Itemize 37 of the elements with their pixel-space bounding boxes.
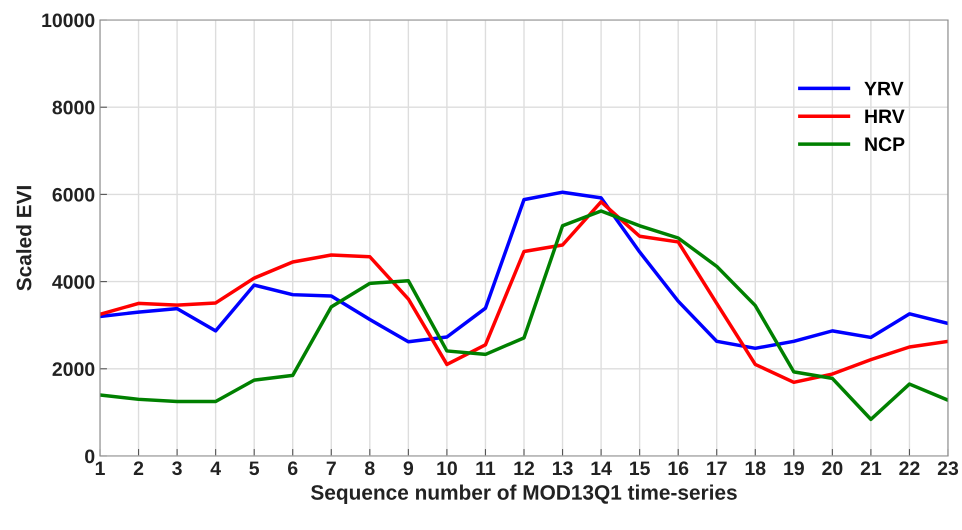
x-tick-label: 22 <box>899 461 920 475</box>
legend-label: NCP <box>865 137 904 152</box>
y-tick-label: 6000 <box>52 188 94 202</box>
y-tick-label: 2000 <box>52 362 94 376</box>
x-tick-label: 10 <box>437 461 457 476</box>
x-tick-label: 23 <box>938 461 958 476</box>
y-tick-label: 8000 <box>52 100 94 114</box>
y-tick-label: 0 <box>85 449 94 464</box>
x-tick-label: 13 <box>552 461 573 476</box>
legend-label: HRV <box>865 110 905 124</box>
x-tick-label: 5 <box>249 462 260 476</box>
x-tick-label: 8 <box>365 461 375 476</box>
x-tick-label: 3 <box>172 461 182 476</box>
line-series <box>100 190 948 350</box>
x-tick-label: 2 <box>134 461 144 475</box>
x-tick-label: 21 <box>860 461 882 475</box>
legend-label: YRV <box>864 82 904 96</box>
line-series <box>100 200 948 384</box>
x-tick-label: 18 <box>746 461 766 476</box>
x-tick-label: 19 <box>784 461 804 476</box>
x-tick-label: 6 <box>288 461 298 476</box>
y-tick-label: 10000 <box>42 13 94 28</box>
line-series <box>100 209 948 422</box>
x-tick-label: 20 <box>822 461 842 476</box>
x-tick-label: 9 <box>404 461 414 476</box>
x-tick-label: 7 <box>326 462 336 475</box>
x-tick-label: 11 <box>476 462 496 475</box>
x-tick-label: 16 <box>668 461 688 476</box>
y-axis-title: Scaled EVI <box>16 186 32 291</box>
x-tick-label: 15 <box>630 462 650 476</box>
x-tick-label: 4 <box>210 462 221 475</box>
x-axis-title: Sequence number of MOD13Q1 time-series <box>311 484 737 504</box>
y-tick-label: 4000 <box>52 275 94 289</box>
x-tick-label: 17 <box>707 462 727 475</box>
x-tick-label: 12 <box>514 461 534 475</box>
x-tick-label: 14 <box>592 462 612 475</box>
x-tick-label: 1 <box>96 462 105 475</box>
